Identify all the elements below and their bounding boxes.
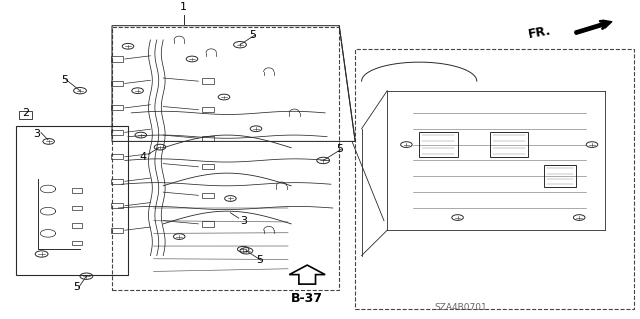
- Text: FR.: FR.: [527, 24, 552, 41]
- Bar: [111, 56, 123, 62]
- Text: 4: 4: [140, 152, 147, 162]
- Text: 3: 3: [240, 216, 247, 226]
- Bar: [19, 111, 32, 119]
- Text: 5: 5: [74, 282, 81, 292]
- Text: 2: 2: [22, 108, 29, 118]
- Bar: [544, 165, 576, 187]
- Bar: [111, 228, 123, 233]
- Bar: [355, 49, 634, 309]
- Bar: [72, 206, 82, 210]
- Bar: [202, 136, 214, 141]
- Text: 5: 5: [256, 255, 263, 265]
- Bar: [72, 223, 82, 228]
- Text: 5: 5: [336, 145, 343, 154]
- Bar: [202, 221, 214, 226]
- Text: 5: 5: [250, 30, 257, 40]
- Text: 5: 5: [61, 75, 68, 85]
- Bar: [202, 78, 214, 84]
- Text: SZA4B0701: SZA4B0701: [435, 303, 487, 312]
- Bar: [72, 188, 82, 193]
- Bar: [111, 130, 123, 135]
- Bar: [72, 241, 82, 245]
- Bar: [111, 154, 123, 160]
- Text: 3: 3: [33, 130, 40, 139]
- Polygon shape: [289, 265, 325, 284]
- Bar: [16, 126, 128, 275]
- Text: B-37: B-37: [291, 292, 323, 305]
- Bar: [111, 105, 123, 110]
- Bar: [419, 132, 458, 157]
- Bar: [111, 179, 123, 184]
- Bar: [202, 193, 214, 198]
- Bar: [202, 107, 214, 112]
- Bar: [202, 164, 214, 169]
- Text: 1: 1: [180, 2, 187, 12]
- Bar: [112, 27, 339, 291]
- Bar: [490, 132, 528, 157]
- Bar: [111, 203, 123, 208]
- Bar: [111, 81, 123, 86]
